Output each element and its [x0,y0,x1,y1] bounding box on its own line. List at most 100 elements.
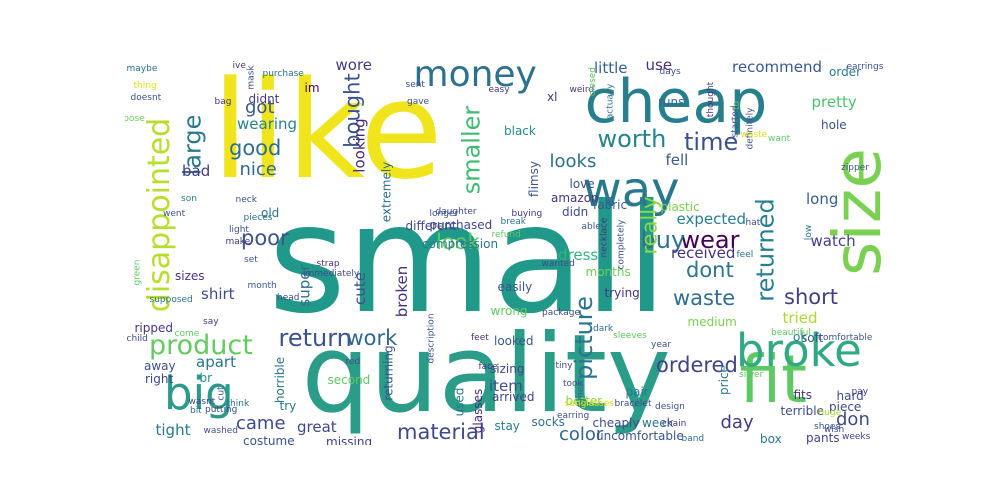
cloud-word: closed [587,66,598,96]
word-cloud: small like quality cheap size fit broke money wa… [125,60,900,445]
cloud-word: tried [782,308,818,327]
cloud-word: extremely [378,161,393,223]
cloud-word: gave [407,96,430,107]
cloud-word: huge [818,407,842,418]
cloud-word: long [806,189,839,208]
cloud-word: watch [810,231,856,250]
cloud-word: smaller [456,105,485,195]
cloud-word: sizing [490,362,525,376]
cloud-word: green [132,259,143,285]
cloud-word: like [211,60,443,209]
cloud-word: better [565,394,603,408]
cloud-word: refund [491,229,521,240]
cloud-word: way [582,162,680,218]
cloud-word: used [451,387,466,417]
cloud-word: light [229,224,249,235]
cloud-word: recommend [732,60,822,76]
cloud-word: terrible [780,404,824,418]
cloud-word: trying [604,286,640,300]
cloud-word: months [585,265,631,279]
cloud-word: little [594,60,628,77]
cloud-word: went [163,208,186,219]
cloud-word: received [671,243,736,262]
cloud-word: away [144,359,176,373]
cloud-word: supposed [149,294,193,305]
cloud-word: returned [751,198,780,302]
cloud-word: xl [547,90,558,104]
cloud-word: red [345,356,361,367]
cloud-word: sent [405,79,425,90]
cloud-word: stay [494,419,520,433]
cloud-word: wore [335,60,373,74]
cloud-word: try [279,399,297,413]
cloud-word: pants [806,431,840,445]
cloud-word: came [236,413,286,434]
cloud-word: love [569,177,595,191]
cloud-word: cut [216,385,227,401]
cloud-word: cheap [584,67,768,137]
cloud-word: design [655,401,685,412]
cloud-word: pieces [243,212,273,223]
cloud-word: silver [739,369,764,380]
cloud-word: wear [680,226,740,254]
cloud-word: shirt [201,284,235,303]
cloud-word: sunglasses [564,398,614,409]
cloud-word: missing [326,435,373,445]
cloud-word: wish [824,424,845,435]
cloud-word: come [174,328,200,339]
cloud-word: mask [246,64,257,90]
cloud-word: fabric [593,198,628,212]
cloud-word: returning [381,345,396,401]
cloud-word: got [245,97,275,118]
cloud-word: ive [232,60,246,71]
cloud-word: time [684,128,739,156]
cloud-word: big [164,366,234,420]
cloud-word: quality [301,312,671,437]
cloud-word: price [716,365,731,395]
cloud-word: break [500,216,526,227]
cloud-word: broken [392,265,411,317]
cloud-word: shoes [814,421,841,432]
cloud-word: soft [801,331,824,345]
cloud-word: fit [739,341,807,418]
cloud-word: pretty [811,92,857,111]
cloud-word: look [436,229,480,254]
cloud-word: day [720,412,754,433]
cloud-word: plastic [660,200,700,214]
cloud-word: earrings [846,61,884,72]
cloud-word: fits [793,388,813,402]
cloud-word: feel [736,249,754,260]
cloud-word: nice [239,159,277,180]
cloud-word: able [581,221,601,232]
cloud-word: worth [597,125,667,153]
cloud-word: dark [593,323,614,334]
cloud-word: runs [658,95,685,109]
cloud-word: tight [155,420,191,439]
cloud-word: use [645,60,673,74]
cloud-word: great [297,417,337,436]
cloud-word: ok [793,330,808,344]
cloud-word: fell [665,150,689,169]
cloud-word: black [504,124,536,138]
cloud-word: product [149,329,253,361]
cloud-word: comfortable [818,332,873,343]
cloud-word: think [226,398,250,409]
cloud-word: hard [836,389,864,403]
cloud-word: bracelet [614,398,652,409]
cloud-word: definitely [745,106,756,150]
cloud-word: second [327,373,371,387]
cloud-word: dress [558,245,599,264]
cloud-word: thing [133,80,157,91]
cloud-word: washed [203,425,239,436]
cloud-word: old [261,206,280,220]
cloud-word: right [145,372,174,386]
cloud-word: description [426,312,437,364]
cloud-word: box [760,432,782,445]
cloud-word: hat [745,217,761,228]
cloud-word: wearing [237,114,298,133]
cloud-word: necklace [599,217,610,257]
cloud-word: arrived [492,390,535,404]
cloud-word: bag [214,96,232,107]
cloud-word: glasses [471,388,486,434]
